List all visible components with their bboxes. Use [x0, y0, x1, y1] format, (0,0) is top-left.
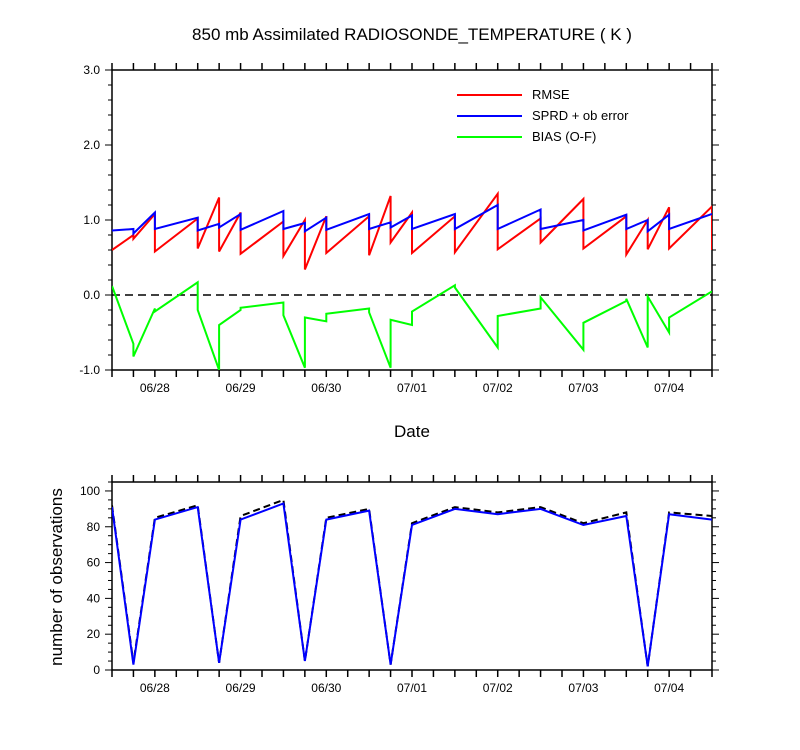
bottom-panel: 0 20 40 60 80 100 06/28 06/29 06/30 07/01 07/02 07…	[47, 475, 719, 695]
x-tick-label: 07/03	[568, 681, 598, 695]
x-tick-label: 06/30	[311, 681, 341, 695]
x-tick-label: 06/29	[226, 681, 256, 695]
x-tick-label: 07/01	[397, 681, 427, 695]
bottom-axes-frame	[105, 475, 719, 677]
y-tick-label: 40	[87, 591, 101, 605]
x-tick-label: 06/28	[140, 681, 170, 695]
y-tick-label: -1.0	[79, 363, 100, 377]
y-tick-label: 1.0	[83, 213, 100, 227]
x-tick-label: 07/04	[654, 381, 684, 395]
x-tick-label: 07/02	[483, 381, 513, 395]
legend-label: RMSE	[532, 87, 570, 102]
y-tick-label: 3.0	[83, 63, 100, 77]
y-tick-label: 60	[87, 556, 101, 570]
top-y-tick-labels: -1.0 0.0 1.0 2.0 3.0	[79, 63, 100, 377]
y-tick-label: 20	[87, 627, 101, 641]
bottom-y-tick-labels: 0 20 40 60 80 100	[80, 484, 100, 677]
series-line-assimilated-observations	[112, 502, 712, 667]
x-tick-label: 07/03	[568, 381, 598, 395]
x-tick-label: 06/28	[140, 381, 170, 395]
legend-label: SPRD + ob error	[532, 108, 629, 123]
legend-label: BIAS (O-F)	[532, 129, 596, 144]
chart-title: 850 mb Assimilated RADIOSONDE_TEMPERATUR…	[192, 25, 632, 44]
x-tick-label: 07/01	[397, 381, 427, 395]
series-line-sprd-ob-error	[112, 203, 712, 236]
top-x-tick-labels: 06/28 06/29 06/30 07/01 07/02 07/03 07/04	[140, 381, 685, 395]
x-axis-label: Date	[394, 422, 430, 441]
x-tick-label: 06/29	[226, 381, 256, 395]
y-tick-label: 0	[93, 663, 100, 677]
y-tick-label: 2.0	[83, 138, 100, 152]
x-tick-label: 07/04	[654, 681, 684, 695]
y-tick-label: 100	[80, 484, 100, 498]
plot-frame	[111, 481, 713, 671]
y-tick-label: 0.0	[83, 288, 100, 302]
bottom-x-tick-labels: 06/28 06/29 06/30 07/01 07/02 07/03 07/04	[140, 681, 685, 695]
top-series-lines	[112, 190, 712, 370]
y-tick-label: 80	[87, 520, 101, 534]
top-panel: 850 mb Assimilated RADIOSONDE_TEMPERATUR…	[79, 25, 719, 441]
x-tick-label: 06/30	[311, 381, 341, 395]
x-tick-label: 07/02	[483, 681, 513, 695]
series-line-rmse	[112, 190, 712, 270]
series-line-bias-o-f	[112, 280, 712, 370]
legend: RMSE SPRD + ob error BIAS (O-F)	[457, 87, 629, 144]
y-axis-label-observations: number of observations	[47, 488, 66, 666]
bottom-series-lines	[112, 498, 712, 667]
